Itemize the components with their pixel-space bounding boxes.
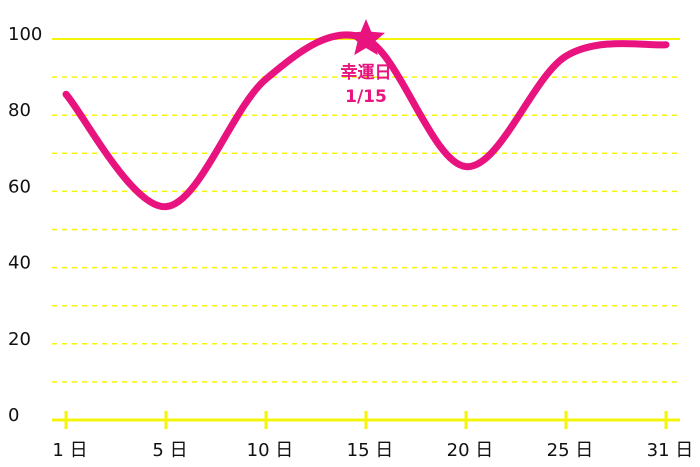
data-line (62, 31, 670, 211)
x-tick-label: 5 日 (152, 440, 187, 461)
x-tick-label: 20 日 (447, 440, 494, 461)
y-tick-label: 100 (8, 24, 42, 45)
y-tick-label: 60 (8, 176, 31, 197)
x-tick-label: 1 日 (52, 440, 87, 461)
x-tick-label: 10 日 (247, 440, 294, 461)
y-tick-label: 20 (8, 329, 31, 350)
y-tick-label: 0 (8, 405, 19, 426)
y-tick-label: 80 (8, 100, 31, 121)
annotation-label: 幸運日 (341, 62, 392, 83)
x-tick-label: 15 日 (347, 440, 394, 461)
x-tick-label: 31 日 (647, 440, 694, 461)
annotation-date: 1/15 (345, 87, 387, 107)
y-tick-label: 40 (8, 253, 31, 274)
x-tick-label: 25 日 (547, 440, 594, 461)
highlight-star (346, 19, 386, 56)
